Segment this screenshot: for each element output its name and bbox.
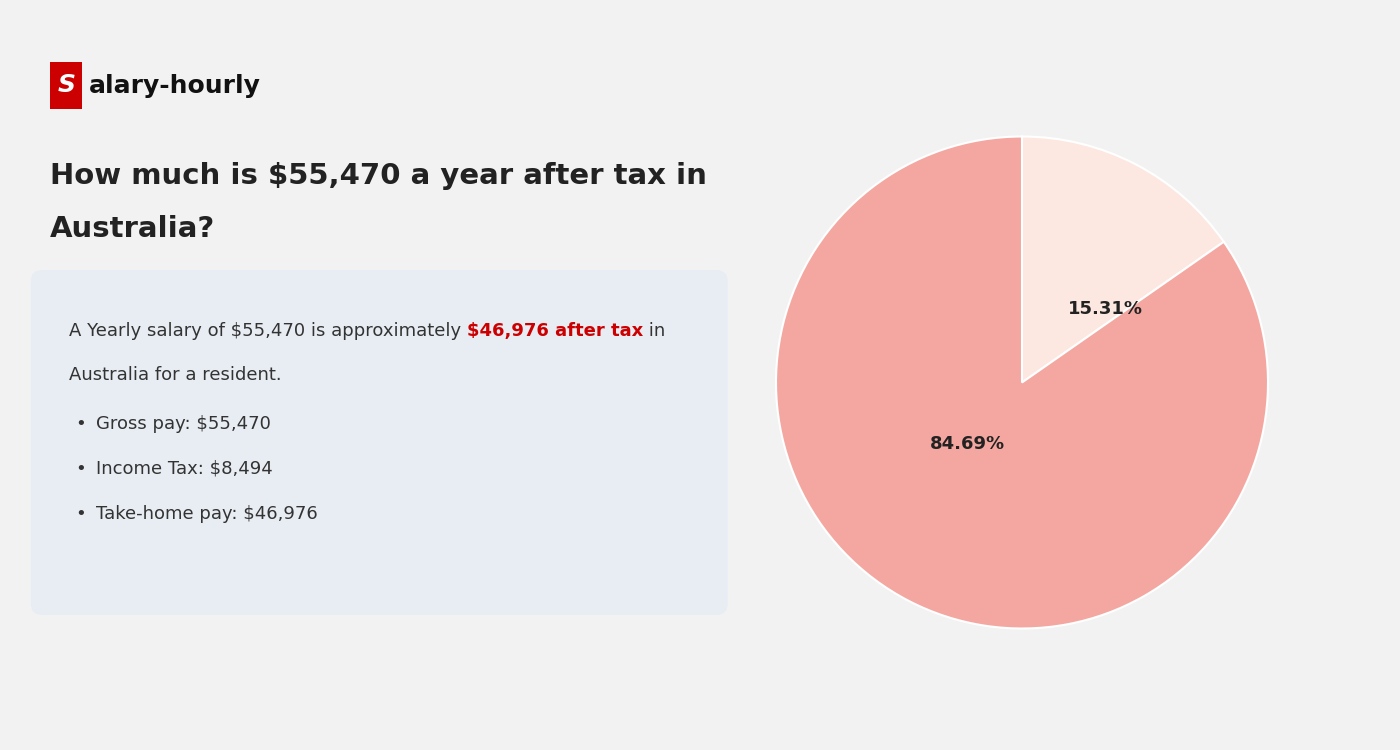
Text: Gross pay: $55,470: Gross pay: $55,470 bbox=[97, 415, 272, 433]
Text: in: in bbox=[644, 322, 665, 340]
Text: Australia?: Australia? bbox=[50, 214, 216, 243]
Text: 84.69%: 84.69% bbox=[931, 435, 1005, 453]
Text: S: S bbox=[57, 74, 76, 98]
Text: Australia for a resident.: Australia for a resident. bbox=[70, 366, 281, 384]
Text: •: • bbox=[76, 460, 87, 478]
Wedge shape bbox=[776, 136, 1268, 628]
Text: $46,976 after tax: $46,976 after tax bbox=[468, 322, 644, 340]
Text: 15.31%: 15.31% bbox=[1068, 300, 1144, 318]
Text: Take-home pay: $46,976: Take-home pay: $46,976 bbox=[97, 505, 318, 523]
Text: •: • bbox=[76, 415, 87, 433]
Wedge shape bbox=[1022, 136, 1224, 382]
FancyBboxPatch shape bbox=[31, 270, 728, 615]
FancyBboxPatch shape bbox=[50, 62, 83, 109]
Text: •: • bbox=[76, 505, 87, 523]
Text: A Yearly salary of $55,470 is approximately: A Yearly salary of $55,470 is approximat… bbox=[70, 322, 468, 340]
Text: How much is $55,470 a year after tax in: How much is $55,470 a year after tax in bbox=[50, 162, 707, 190]
Text: Income Tax: $8,494: Income Tax: $8,494 bbox=[97, 460, 273, 478]
Text: alary-hourly: alary-hourly bbox=[88, 74, 260, 98]
